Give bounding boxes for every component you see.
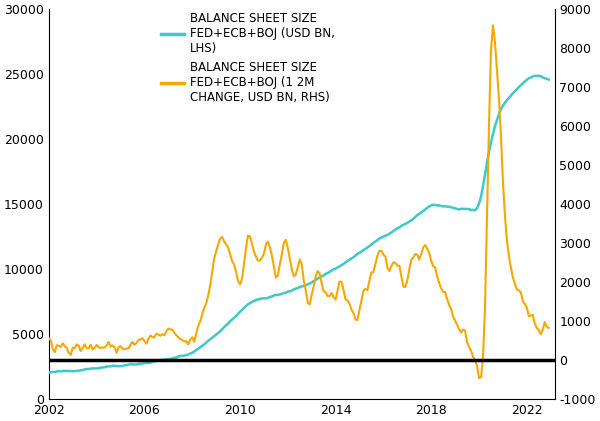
Legend: BALANCE SHEET SIZE
FED+ECB+BOJ (USD BN,
LHS), BALANCE SHEET SIZE
FED+ECB+BOJ (1 : BALANCE SHEET SIZE FED+ECB+BOJ (USD BN, … <box>156 7 340 109</box>
